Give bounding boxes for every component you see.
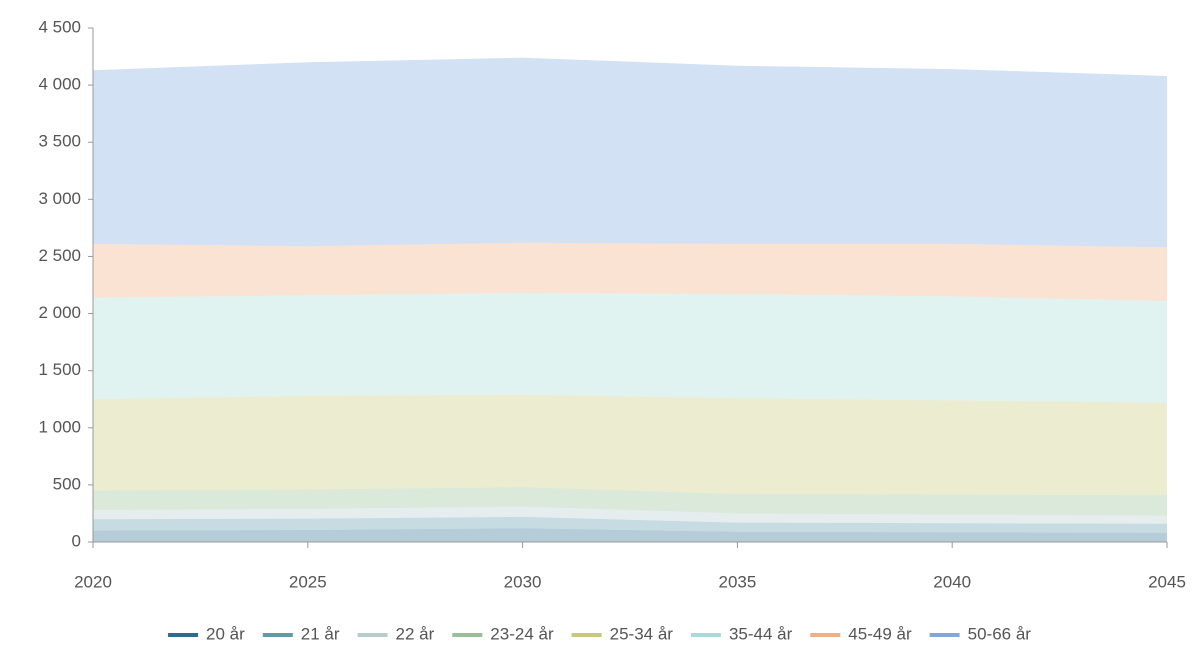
y-tick-label: 0 xyxy=(72,531,81,550)
y-tick-label: 4 500 xyxy=(38,17,81,36)
x-tick-label: 2045 xyxy=(1148,572,1186,591)
y-tick-label: 1 500 xyxy=(38,360,81,379)
x-tick-label: 2025 xyxy=(289,572,327,591)
legend-label: 35-44 år xyxy=(729,624,793,643)
legend-label: 23-24 år xyxy=(490,624,554,643)
y-tick-label: 500 xyxy=(53,474,81,493)
legend-label: 22 år xyxy=(396,624,435,643)
y-tick-label: 3 500 xyxy=(38,132,81,151)
legend-label: 25-34 år xyxy=(610,624,674,643)
y-tick-label: 3 000 xyxy=(38,189,81,208)
area xyxy=(93,516,1167,533)
area xyxy=(93,242,1167,301)
x-tick-label: 2035 xyxy=(718,572,756,591)
x-tick-label: 2030 xyxy=(504,572,542,591)
y-tick-label: 4 000 xyxy=(38,75,81,94)
area xyxy=(93,292,1167,403)
area xyxy=(93,394,1167,496)
x-tick-label: 2020 xyxy=(74,572,112,591)
x-tick-label: 2040 xyxy=(933,572,971,591)
legend-label: 45-49 år xyxy=(848,624,912,643)
y-tick-label: 2 500 xyxy=(38,246,81,265)
area xyxy=(93,528,1167,542)
legend-label: 50-66 år xyxy=(968,624,1032,643)
legend-label: 21 år xyxy=(301,624,340,643)
y-tick-label: 1 000 xyxy=(38,417,81,436)
legend-label: 20 år xyxy=(206,624,245,643)
legend: 20 år 21 år 22 år 23-24 år 25-34 år 35-44 år 4… xyxy=(168,624,1031,643)
area xyxy=(93,506,1167,524)
area xyxy=(93,487,1167,516)
y-tick-label: 2 000 xyxy=(38,303,81,322)
area xyxy=(93,57,1167,248)
